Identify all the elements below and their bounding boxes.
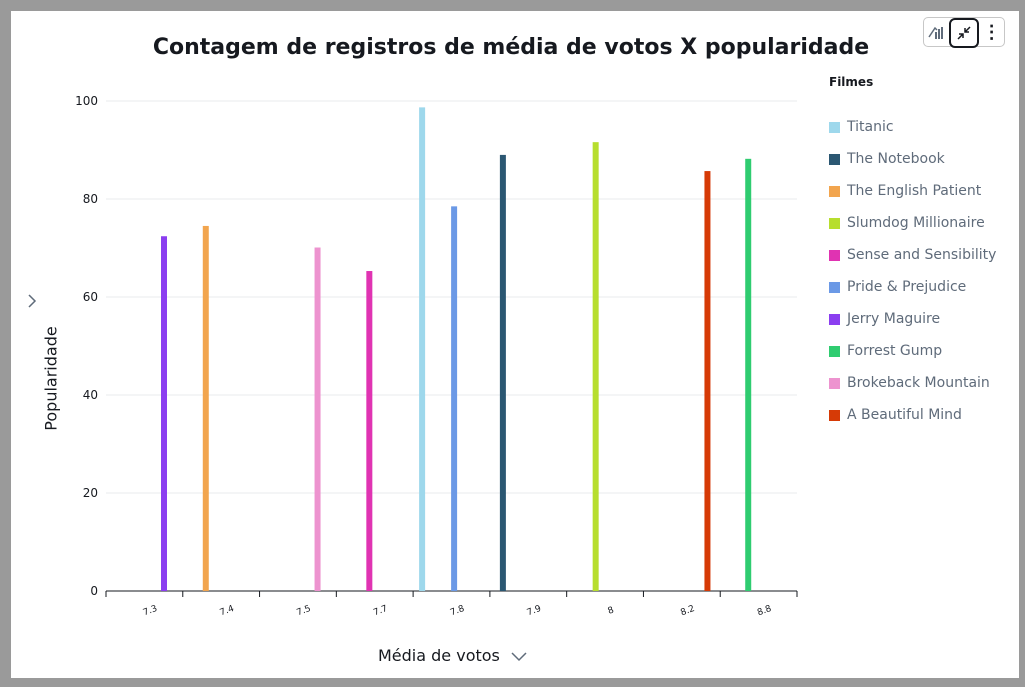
legend-swatch [829,409,840,421]
x-tick-label: 7.8 [449,604,466,618]
x-axis-label-text: Média de votos [378,646,500,665]
y-tick-label: 20 [83,486,98,500]
chart-title: Contagem de registros de média de votos … [152,35,870,60]
collapse-icon[interactable] [948,18,979,48]
legend-swatch [829,121,840,133]
legend-label: Slumdog Millionaire [847,215,985,231]
x-tick-label: 8.8 [756,604,773,618]
bar-brokeback-mountain [314,247,321,591]
x-tick-label: 7.4 [219,604,236,618]
legend-label: Forrest Gump [847,343,943,359]
x-tick-label: 7.7 [372,604,389,618]
legend-label: A Beautiful Mind [847,407,962,423]
legend-item[interactable]: The English Patient [829,175,1019,207]
legend-label: Pride & Prejudice [847,279,967,295]
legend-swatch [829,217,840,229]
bar-slumdog-millionaire [592,142,599,591]
y-tick-label: 40 [83,388,98,402]
bar-forrest-gump [745,158,752,591]
chart-type-icon[interactable] [924,20,948,44]
y-tick-label: 80 [83,192,98,206]
bar-titanic [419,107,426,592]
chart-panel: Contagem de registros de média de votos … [11,11,1019,678]
y-axis-label[interactable]: Popularidade [41,326,61,431]
legend-item[interactable]: A Beautiful Mind [829,399,1019,431]
legend-title: Filmes [829,75,874,89]
legend-item[interactable]: Titanic [829,111,1019,143]
legend-swatch [829,153,840,165]
legend-label: Titanic [847,119,894,135]
y-tick-label: 100 [75,94,98,108]
bar-the-english-patient [202,225,209,591]
legend-swatch [829,345,840,357]
chevron-right-icon[interactable] [24,293,40,309]
legend-item[interactable]: The Notebook [829,143,1019,175]
bar-chart: 0 20 40 60 80 100 7.3 7.4 7.5 7.7 7.8 7.9 8 8.2 8.8 [75,94,798,618]
legend-label: Jerry Maguire [847,311,941,327]
x-tick-label: 7.3 [142,604,159,618]
x-tick-label: 7.5 [295,604,312,618]
legend-item[interactable]: Pride & Prejudice [829,271,1019,303]
legend-label: The Notebook [847,151,945,167]
legend-label: The English Patient [847,183,982,199]
bar-a-beautiful-mind [704,171,711,591]
bar-sense-and-sensibility [366,271,373,591]
legend-swatch [829,249,840,261]
legend-swatch [829,281,840,293]
legend-swatch [829,185,840,197]
legend-item[interactable]: Forrest Gump [829,335,1019,367]
legend-label: Brokeback Mountain [847,375,990,391]
legend-item[interactable]: Jerry Maguire [829,303,1019,335]
legend-item[interactable]: Slumdog Millionaire [829,207,1019,239]
legend-swatch [829,313,840,325]
visual-toolbar: ⋮ [923,17,1005,48]
y-tick-label: 0 [90,584,98,598]
legend-label: Sense and Sensibility [847,247,997,263]
legend-item[interactable]: Sense and Sensibility [829,239,1019,271]
y-tick-label: 60 [83,290,98,304]
legend: Filmes Titanic The Notebook The English Pa… [829,75,1019,431]
bar-jerry-maguire [161,236,167,592]
x-tick-label: 8.2 [679,604,696,618]
legend-swatch [829,377,840,389]
bar-pride-prejudice [451,206,458,591]
more-options-icon[interactable]: ⋮ [982,22,1001,42]
legend-item[interactable]: Brokeback Mountain [829,367,1019,399]
x-tick-label: 8 [607,605,616,616]
x-axis-label[interactable]: Média de votos [378,646,528,665]
bar-the-notebook [499,154,506,591]
x-tick-label: 7.9 [526,604,543,618]
chevron-down-icon [511,651,527,661]
